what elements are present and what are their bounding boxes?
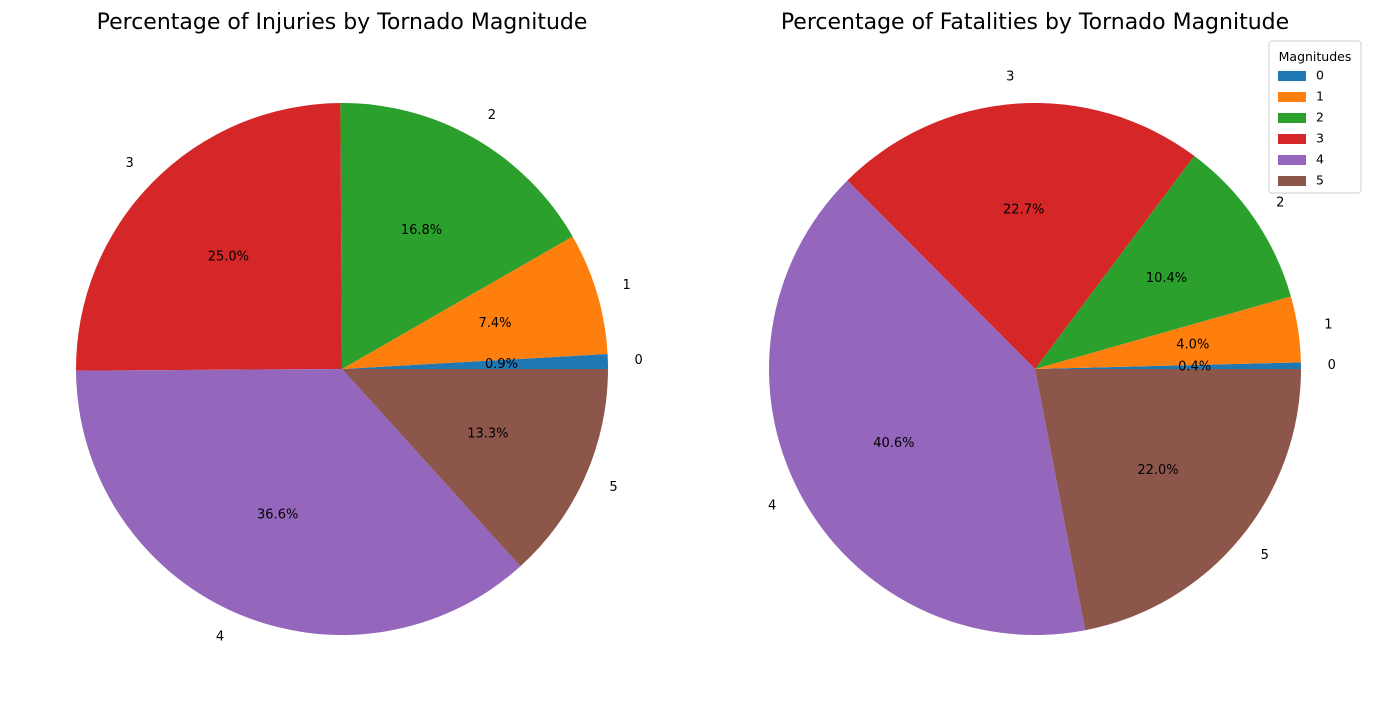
injuries-percent-label-5: 13.3%: [467, 426, 508, 441]
injuries-slice-4: [76, 369, 521, 635]
fatalities-slice-1: [1035, 296, 1301, 369]
fatalities-slice-label-5: 5: [1261, 548, 1269, 563]
injuries-slice-1: [342, 236, 608, 369]
legend-swatch-2: [1278, 113, 1306, 123]
injuries-percent-label-3: 25.0%: [208, 249, 249, 264]
fatalities-slice-label-2: 2: [1276, 196, 1284, 211]
legend-swatch-3: [1278, 134, 1306, 144]
injuries-percent-label-1: 7.4%: [478, 316, 511, 331]
injuries-percent-label-0: 0.9%: [485, 357, 518, 372]
fatalities-percent-label-5: 22.0%: [1137, 463, 1178, 478]
legend-swatch-4: [1278, 155, 1306, 165]
injuries-percent-label-4: 36.6%: [257, 508, 298, 523]
legend-swatch-0: [1278, 71, 1306, 81]
fatalities-slice-2: [1035, 155, 1291, 369]
legend: Magnitudes 0 1 2 3 4 5: [1268, 40, 1362, 194]
injuries-chart-title: Percentage of Injuries by Tornado Magnit…: [97, 10, 588, 35]
fatalities-slice-label-1: 1: [1324, 318, 1332, 333]
injuries-pie: 0 1 2 3 4 5 0.9% 7.4% 16.8% 25.0% 36.6% 13.3%: [76, 103, 643, 644]
legend-title: Magnitudes: [1279, 49, 1352, 64]
injuries-slice-3: [76, 103, 342, 371]
fatalities-slice-0: [1035, 362, 1301, 369]
legend-swatch-5: [1278, 176, 1306, 186]
legend-label-1: 1: [1316, 89, 1324, 104]
fatalities-percent-label-3: 22.7%: [1003, 202, 1044, 217]
injuries-percent-label-2: 16.8%: [401, 223, 442, 238]
injuries-slice-0: [342, 353, 608, 369]
fatalities-slice-4: [769, 180, 1086, 635]
legend-label-3: 3: [1316, 131, 1324, 146]
injuries-slice-label-4: 4: [216, 629, 224, 644]
fatalities-percent-label-2: 10.4%: [1146, 271, 1187, 286]
fatalities-slice-label-0: 0: [1328, 358, 1336, 373]
legend-label-0: 0: [1316, 68, 1324, 83]
legend-label-2: 2: [1316, 110, 1324, 125]
fatalities-slice-3: [847, 102, 1195, 370]
legend-label-4: 4: [1316, 152, 1324, 167]
legend-label-5: 5: [1316, 173, 1324, 188]
injuries-slice-2: [340, 103, 573, 370]
injuries-slice-label-5: 5: [609, 480, 617, 495]
fatalities-slice-5: [1035, 369, 1301, 631]
injuries-slice-label-3: 3: [126, 156, 134, 171]
legend-swatch-1: [1278, 92, 1306, 102]
fatalities-percent-label-1: 4.0%: [1176, 338, 1209, 353]
fatalities-pie: 0 1 2 3 4 5 0.4% 4.0% 10.4% 22.7% 40.6% 22.0%: [768, 70, 1336, 635]
injuries-slice-label-2: 2: [488, 108, 496, 123]
fatalities-slice-label-3: 3: [1006, 70, 1014, 85]
injuries-slice-label-1: 1: [623, 278, 631, 293]
fatalities-slice-label-4: 4: [768, 498, 776, 513]
fatalities-chart-title: Percentage of Fatalities by Tornado Magn…: [781, 10, 1289, 35]
fatalities-percent-label-0: 0.4%: [1178, 360, 1211, 375]
fatalities-percent-label-4: 40.6%: [873, 436, 914, 451]
injuries-slice-5: [342, 369, 608, 567]
injuries-slice-label-0: 0: [635, 353, 643, 368]
